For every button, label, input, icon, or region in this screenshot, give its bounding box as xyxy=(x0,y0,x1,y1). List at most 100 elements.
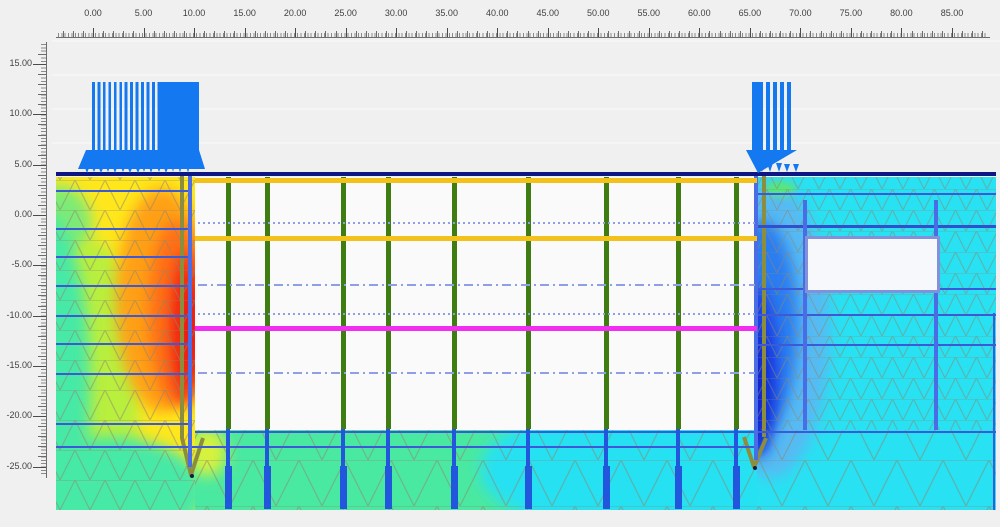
pile-lower[interactable] xyxy=(734,429,738,466)
ruler-label: 75.00 xyxy=(839,8,863,18)
ruler-tick xyxy=(477,31,478,37)
left-load-block[interactable] xyxy=(158,82,199,152)
pile-lower[interactable] xyxy=(452,429,456,466)
pile-lower[interactable] xyxy=(341,429,345,466)
pile-lower[interactable] xyxy=(604,429,608,466)
pile-lower[interactable] xyxy=(676,429,680,466)
pile-upper[interactable] xyxy=(385,177,391,429)
right-load-arrowhead xyxy=(775,163,782,172)
ruler-tick xyxy=(224,31,226,37)
ruler-tick xyxy=(214,31,216,37)
ruler-tick xyxy=(507,31,509,37)
ruler-tick xyxy=(406,31,408,37)
left-load-arrowhead xyxy=(119,165,126,173)
water-level-line xyxy=(198,313,755,315)
ruler-tick xyxy=(113,31,115,37)
ruler-label: 45.00 xyxy=(536,8,559,18)
ruler-tick xyxy=(941,31,943,37)
ruler-tick-major xyxy=(547,28,549,37)
pile-upper[interactable] xyxy=(525,177,531,429)
pile-toe[interactable] xyxy=(674,466,682,509)
ruler-tick xyxy=(911,31,913,37)
ruler-tick xyxy=(487,31,489,37)
ruler-tick-major xyxy=(33,365,46,367)
strut-level-3[interactable] xyxy=(195,326,757,331)
soil-layer-line xyxy=(56,343,190,345)
strut-level-2[interactable] xyxy=(195,236,757,241)
ruler-tick xyxy=(38,446,46,448)
soil-layer-line xyxy=(56,446,757,448)
ruler-label: 70.00 xyxy=(789,8,812,18)
pile-toe[interactable] xyxy=(602,466,610,509)
pile-toe[interactable] xyxy=(524,466,532,509)
ruler-label: 0.00 xyxy=(84,8,102,18)
ruler-label: 55.00 xyxy=(637,8,661,18)
pile-upper[interactable] xyxy=(603,177,609,429)
contour-below-excavation xyxy=(195,430,757,510)
ruler-label: 15.00 xyxy=(233,8,256,18)
right-load-block[interactable] xyxy=(752,82,763,150)
pile-toe[interactable] xyxy=(384,466,392,509)
strut-level-1[interactable] xyxy=(195,178,757,183)
ruler-tick xyxy=(871,31,873,37)
pile-toe[interactable] xyxy=(263,466,271,509)
pile-toe[interactable] xyxy=(339,466,347,509)
ruler-baseline xyxy=(46,42,47,478)
right-diaphragm-wall[interactable] xyxy=(754,176,758,460)
right-load-arrow-shaft[interactable] xyxy=(773,82,777,150)
soil-layer-line xyxy=(56,423,190,425)
pile-toe[interactable] xyxy=(450,466,458,509)
ruler-tick xyxy=(375,31,377,37)
right-load-arrowhead xyxy=(758,162,766,172)
pile-toe[interactable] xyxy=(732,466,740,509)
pile-upper[interactable] xyxy=(340,177,346,429)
pile-lower[interactable] xyxy=(526,429,530,466)
right-load-arrow-shaft[interactable] xyxy=(780,82,784,150)
ruler-label: 15.00 xyxy=(9,58,32,69)
pile-upper[interactable] xyxy=(264,177,270,429)
pile-upper[interactable] xyxy=(451,177,457,429)
ruler-tick-major xyxy=(33,114,46,116)
ruler-tick xyxy=(790,31,792,37)
left-wall-plate[interactable] xyxy=(180,175,205,477)
right-load-arrow-shaft[interactable] xyxy=(766,82,770,150)
basement-wall-left[interactable] xyxy=(803,200,807,430)
ruler-tick xyxy=(38,235,46,237)
ruler-tick xyxy=(608,31,610,37)
background xyxy=(52,40,1000,172)
ruler-tick xyxy=(527,31,529,37)
ruler-tick xyxy=(38,386,46,388)
pile-upper[interactable] xyxy=(225,177,231,429)
basement-structure[interactable] xyxy=(805,236,940,293)
pile-lower[interactable] xyxy=(265,429,269,466)
pile-upper[interactable] xyxy=(675,177,681,429)
ruler-tick xyxy=(38,225,46,227)
ruler-tick xyxy=(578,31,580,37)
ruler-tick xyxy=(264,31,266,37)
ruler-tick xyxy=(921,31,923,37)
ruler-label: -15.00 xyxy=(6,359,32,370)
excavation-void xyxy=(195,177,757,430)
pile-toe[interactable] xyxy=(224,466,232,509)
right-load-arrow-shaft[interactable] xyxy=(787,82,791,150)
ruler-tick xyxy=(770,31,772,37)
ruler-minor-ticks xyxy=(58,33,988,37)
ruler-tick xyxy=(38,406,46,408)
ruler-tick-major xyxy=(800,28,802,37)
soil-layer-line xyxy=(56,373,190,375)
left-load-arrows[interactable] xyxy=(92,82,158,152)
pile-lower[interactable] xyxy=(226,429,230,466)
left-diaphragm-wall[interactable] xyxy=(188,176,192,467)
basement-wall-right[interactable] xyxy=(934,200,938,430)
ruler-tick xyxy=(183,31,185,37)
ruler-tick xyxy=(517,31,519,37)
right-load-arrowhead xyxy=(784,163,791,172)
water-level-line xyxy=(198,284,755,286)
ruler-label: 20.00 xyxy=(283,8,307,18)
pile-upper[interactable] xyxy=(733,177,739,429)
pile-lower[interactable] xyxy=(386,429,390,466)
ruler-tick xyxy=(567,31,569,37)
ruler-tick-major xyxy=(33,265,46,267)
